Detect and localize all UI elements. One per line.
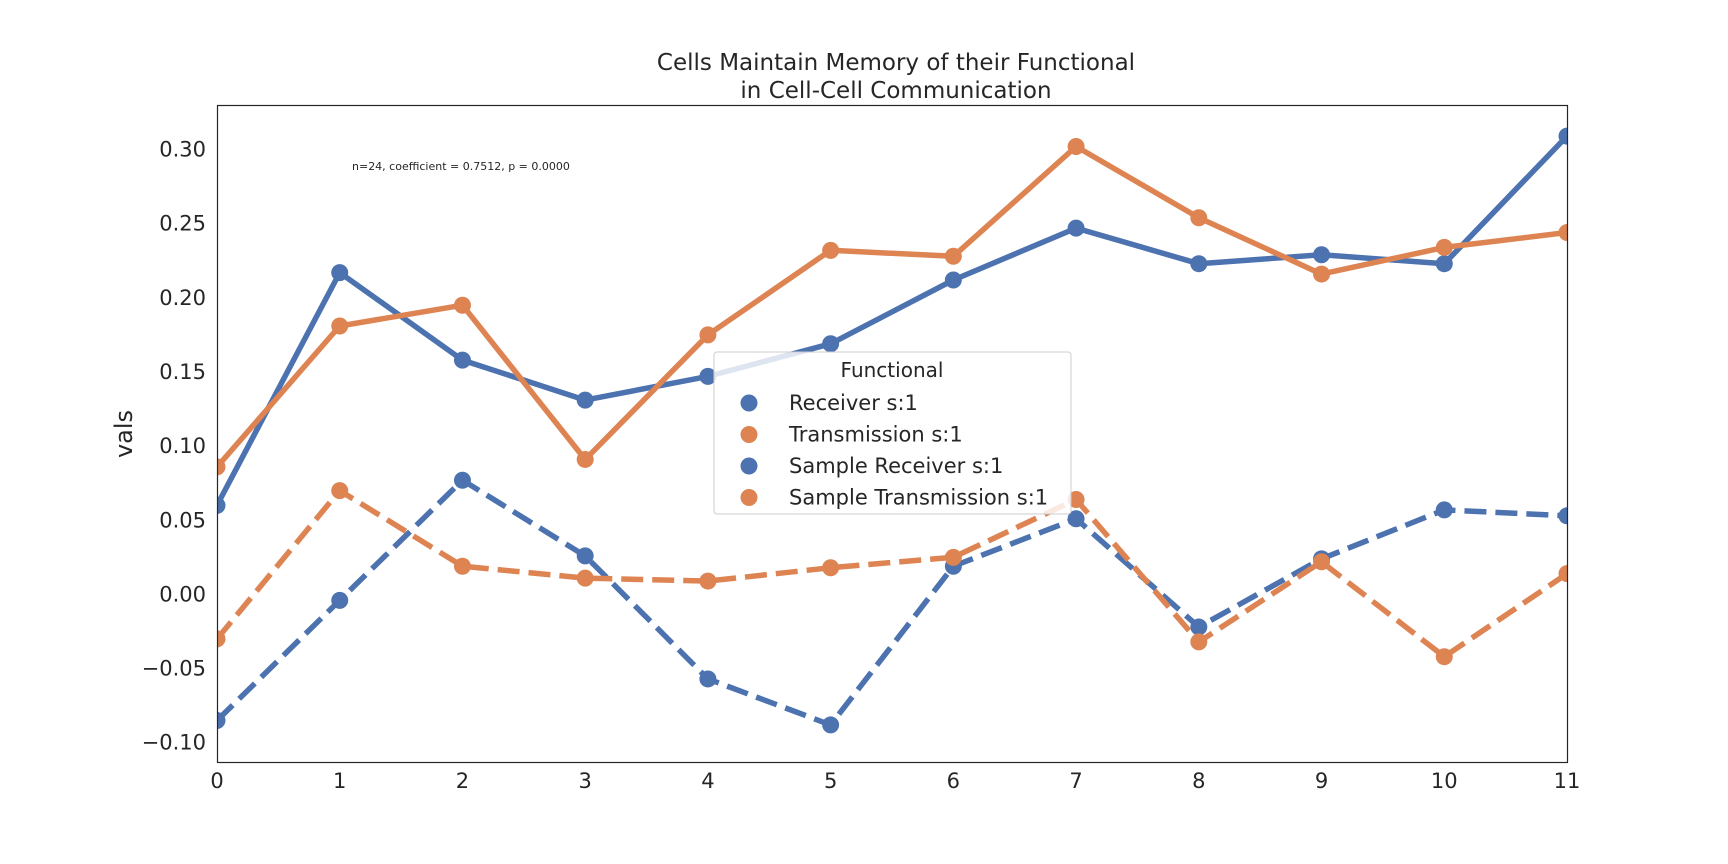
legend-label: Sample Transmission s:1 <box>789 486 1048 510</box>
data-point <box>1067 490 1085 508</box>
x-tick-label: 4 <box>701 769 714 793</box>
legend-label: Transmission s:1 <box>788 423 963 447</box>
data-point <box>1435 501 1453 519</box>
legend-marker <box>740 426 758 443</box>
data-point <box>699 367 717 385</box>
x-tick-label: 7 <box>1069 769 1082 793</box>
x-tick-label: 2 <box>456 769 469 793</box>
data-point <box>217 630 226 648</box>
data-point <box>576 547 594 565</box>
y-tick-label: 0.20 <box>159 286 206 310</box>
data-point <box>453 296 471 314</box>
data-point <box>1067 138 1085 156</box>
x-tick-label: 10 <box>1431 769 1458 793</box>
data-point <box>1435 648 1453 666</box>
data-point <box>331 317 349 335</box>
data-point <box>944 247 962 265</box>
x-tick-label: 11 <box>1554 769 1581 793</box>
series-line <box>217 487 1567 660</box>
data-point <box>1313 246 1331 264</box>
data-point <box>1190 209 1208 227</box>
legend-title: Functional <box>841 358 944 382</box>
data-point <box>1558 224 1567 242</box>
series-group <box>217 127 1567 734</box>
data-point <box>1558 507 1567 525</box>
chart-title-line-1: Cells Maintain Memory of their Functiona… <box>657 50 1135 76</box>
data-point <box>331 591 349 609</box>
stats-annotation: n=24, coefficient = 0.7512, p = 0.0000 <box>352 160 570 173</box>
y-tick-label: −0.10 <box>142 731 206 755</box>
data-point <box>1190 618 1208 636</box>
data-point <box>944 271 962 289</box>
legend: Functional Receiver s:1 Transmission s:1 S… <box>713 351 1072 515</box>
data-point <box>453 351 471 369</box>
legend-label: Sample Receiver s:1 <box>789 454 1003 478</box>
data-point <box>1067 510 1085 528</box>
data-point <box>453 471 471 489</box>
data-point <box>1067 219 1085 237</box>
series-line <box>217 477 1567 728</box>
data-point <box>331 264 349 282</box>
legend-marker <box>740 394 758 412</box>
data-point <box>1435 238 1453 256</box>
y-tick-label: 0.15 <box>159 360 206 384</box>
y-tick-label: 0.25 <box>159 212 206 236</box>
legend-marker <box>740 457 758 475</box>
data-point <box>331 482 349 500</box>
data-point <box>217 458 226 476</box>
y-tick-label: −0.05 <box>142 657 206 681</box>
y-tick-label: 0.30 <box>159 137 206 161</box>
y-tick-label: 0.05 <box>159 508 206 532</box>
data-point <box>1558 127 1567 145</box>
data-point <box>1558 565 1567 583</box>
y-axis-ticks: −0.10 −0.05 0.00 0.05 0.10 0.15 0.20 0.25 0.30 <box>142 137 206 754</box>
data-point <box>1313 265 1331 283</box>
legend-box <box>713 351 1072 515</box>
y-tick-label: 0.00 <box>159 582 206 606</box>
data-point <box>699 572 717 590</box>
series-line <box>217 143 1567 469</box>
data-point <box>822 559 840 577</box>
data-point <box>699 670 717 688</box>
data-point <box>1313 553 1331 571</box>
data-point <box>576 391 594 409</box>
data-point <box>822 335 840 353</box>
data-point <box>822 241 840 259</box>
data-point <box>453 557 471 575</box>
data-point <box>944 548 962 566</box>
x-tick-label: 1 <box>333 769 346 793</box>
y-axis-label: vals <box>110 410 138 458</box>
data-point <box>1190 255 1208 273</box>
x-tick-label: 8 <box>1192 769 1205 793</box>
chart-title-line-2: in Cell-Cell Communication <box>740 78 1051 104</box>
data-point <box>576 450 594 468</box>
x-tick-label: 5 <box>824 769 837 793</box>
data-point <box>822 716 840 734</box>
x-tick-label: 6 <box>947 769 960 793</box>
data-point <box>1435 255 1453 273</box>
legend-marker <box>740 489 758 506</box>
x-tick-label: 9 <box>1315 769 1328 793</box>
data-point <box>217 496 226 514</box>
x-tick-label: 3 <box>578 769 591 793</box>
plot-frame <box>216 104 1569 764</box>
series-1 <box>217 127 1567 514</box>
legend-label: Receiver s:1 <box>789 391 918 415</box>
x-tick-label: 0 <box>210 769 223 793</box>
series-2 <box>217 138 1567 476</box>
x-axis-ticks: 0 1 2 3 4 5 6 7 8 9 10 11 <box>210 769 1580 793</box>
data-point <box>1190 633 1208 651</box>
series-line <box>217 134 1567 507</box>
series-3 <box>217 471 1567 734</box>
series-4 <box>217 482 1567 666</box>
data-point <box>217 711 226 729</box>
y-tick-label: 0.10 <box>159 434 206 458</box>
data-point <box>576 569 594 587</box>
data-point <box>699 326 717 344</box>
